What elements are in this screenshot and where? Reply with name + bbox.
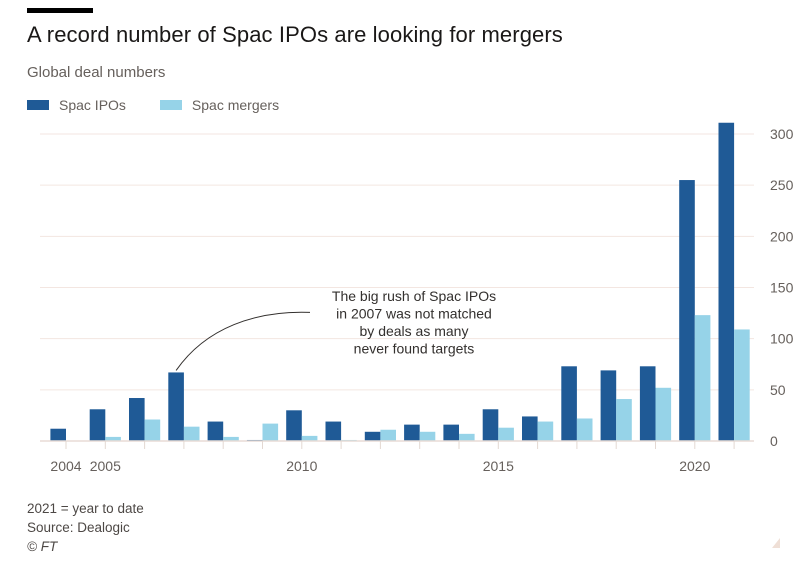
bar-spac-ipos (600, 370, 617, 441)
annotation-text-line: in 2007 was not matched (336, 306, 492, 322)
bar-spac-ipos (50, 428, 66, 441)
bar-spac-mergers (105, 436, 121, 441)
y-tick-label: 150 (770, 280, 794, 296)
x-tick-label: 2010 (286, 458, 317, 474)
bar-spac-ipos (561, 366, 577, 441)
bar-spac-mergers (144, 419, 161, 441)
x-axis: 2004 2005 2010 2015 2020 (40, 440, 754, 474)
bar-spac-ipos (168, 372, 184, 441)
legend-label-spac-ipos: Spac IPOs (59, 97, 126, 113)
bar-spac-mergers (537, 421, 554, 441)
bar-spac-ipos (718, 122, 735, 441)
bar-spac-mergers (734, 329, 750, 441)
legend-item-spac-ipos: Spac IPOs (27, 97, 126, 113)
footer-copyright: © FT (27, 539, 58, 554)
annotation-text-line: The big rush of Spac IPOs (332, 288, 496, 304)
bars (50, 122, 750, 442)
y-tick-label: 50 (770, 382, 786, 398)
bar-spac-mergers (694, 315, 711, 441)
annotation-text-line: never found targets (354, 341, 475, 357)
resize-handle-icon (772, 538, 780, 548)
annotation-arrow (175, 311, 311, 371)
footer-source: Source: Dealogic (27, 520, 130, 535)
x-tick-label: 2020 (679, 458, 710, 474)
y-tick-label: 0 (770, 433, 778, 449)
x-tick-label: 2015 (483, 458, 514, 474)
bar-spac-ipos (679, 180, 695, 442)
bar-spac-ipos (364, 431, 381, 441)
bar-spac-ipos (404, 424, 420, 441)
bar-spac-ipos (89, 409, 106, 441)
footer-note: 2021 = year to date (27, 501, 144, 516)
x-tick-label: 2005 (90, 458, 121, 474)
y-tick-label: 200 (770, 228, 794, 244)
annotation-text-line: by deals as many (360, 323, 469, 339)
gridlines (40, 133, 754, 391)
annotation: The big rush of Spac IPOs in 2007 was not… (175, 288, 496, 371)
legend-swatch-spac-ipos (27, 100, 49, 110)
bar-spac-ipos (522, 416, 538, 441)
y-tick-label: 250 (770, 177, 794, 193)
y-tick-label: 300 (770, 126, 794, 142)
legend-label-spac-mergers: Spac mergers (191, 97, 280, 113)
bar-spac-mergers (576, 418, 593, 441)
legend-swatch-spac-mergers (159, 100, 182, 110)
legend-item-spac-mergers: Spac mergers (159, 97, 280, 113)
bar-spac-mergers (616, 399, 632, 441)
bar-spac-ipos (443, 424, 459, 441)
bar-spac-mergers (262, 423, 279, 441)
bar-spac-mergers (301, 435, 318, 441)
bar-spac-mergers (183, 426, 200, 441)
chart-subtitle: Global deal numbers (27, 64, 166, 81)
legend: Spac IPOs Spac mergers (27, 97, 313, 113)
bar-spac-ipos (207, 421, 224, 441)
bar-spac-mergers (380, 429, 396, 441)
bar-spac-mergers (419, 431, 436, 441)
bar-spac-mergers (498, 427, 514, 441)
x-tick-label: 2004 (50, 458, 81, 474)
chart-title: A record number of Spac IPOs are looking… (27, 22, 563, 47)
bar-spac-ipos (129, 398, 145, 441)
bar-spac-ipos (482, 409, 499, 441)
bar-spac-mergers (655, 387, 672, 441)
y-axis: 0 50 100 150 200 250 300 (770, 126, 794, 449)
bar-spac-ipos (639, 366, 656, 441)
bar-spac-mergers (459, 433, 475, 441)
bar-spac-mergers (223, 436, 239, 441)
top-rule (27, 8, 93, 13)
y-tick-label: 100 (770, 331, 794, 347)
bar-spac-ipos (325, 421, 342, 441)
bar-spac-ipos (286, 410, 302, 441)
chart-footer: 2021 = year to date Source: Dealogic © F… (27, 499, 144, 556)
